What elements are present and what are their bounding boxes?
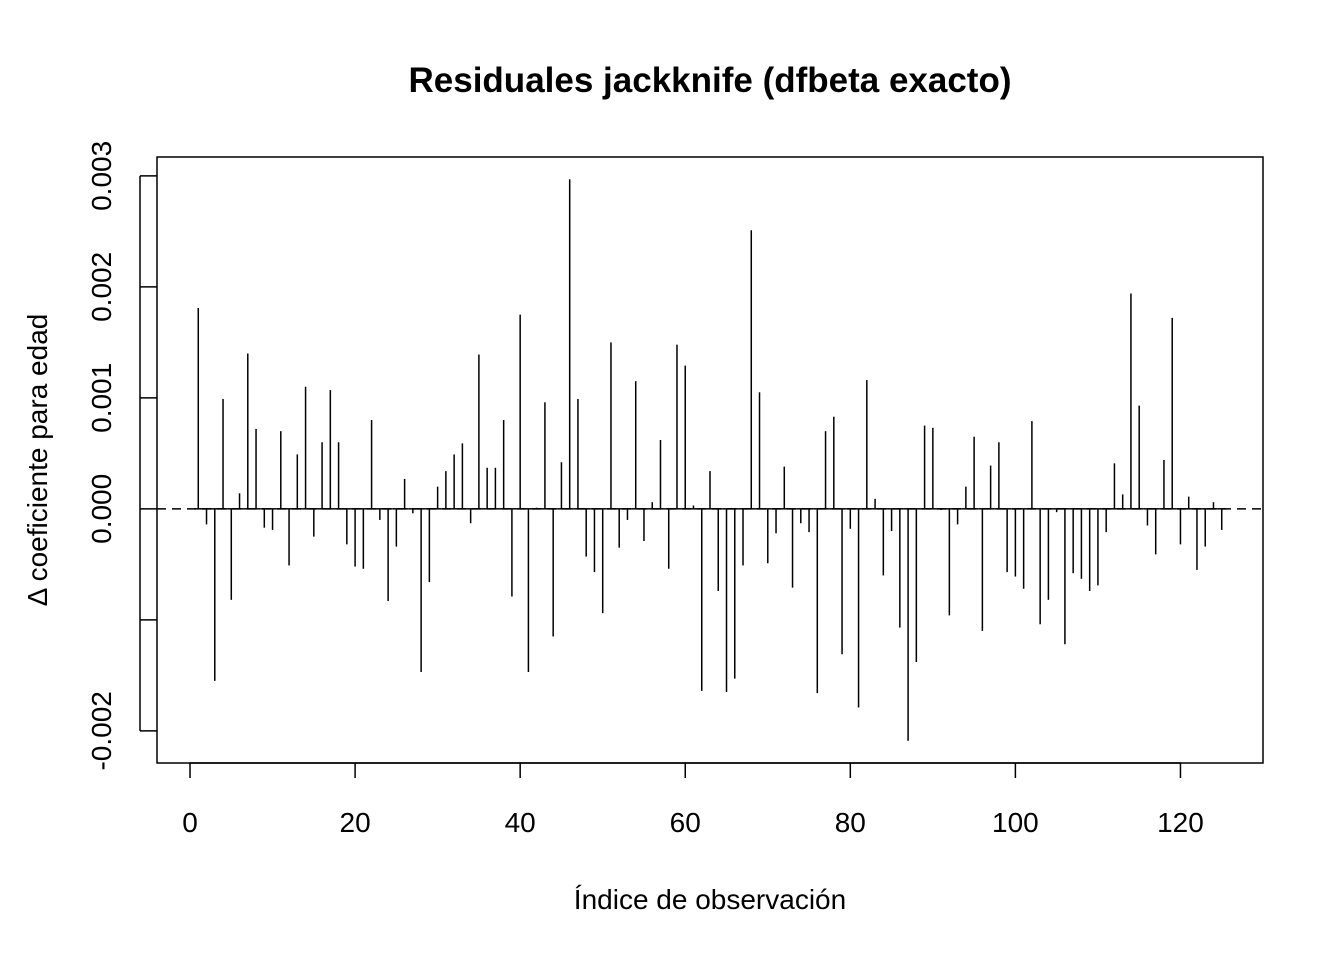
y-tick-label-5: 0.003: [86, 141, 117, 211]
x-tick-label-80: 80: [835, 807, 866, 838]
chart-title: Residuales jackknife (dfbeta exacto): [409, 61, 1012, 100]
x-tick-label-100: 100: [992, 807, 1039, 838]
y-tick-label-0: -0.002: [86, 691, 117, 770]
x-tick-label-20: 20: [340, 807, 371, 838]
x-tick-label-120: 120: [1157, 807, 1204, 838]
y-tick-label-3: 0.001: [86, 363, 117, 433]
y-tick-label-4: 0.002: [86, 252, 117, 322]
y-tick-label-2: 0.000: [86, 474, 117, 544]
x-tick-label-0: 0: [182, 807, 198, 838]
y-axis-label: Δ coeficiente para edad: [22, 314, 53, 607]
x-axis: 0 20 40 60 80 100 120: [182, 762, 1204, 838]
y-axis: -0.002 0.000 0.001 0.002 0.003: [86, 141, 157, 771]
x-tick-label-60: 60: [670, 807, 701, 838]
spike-series: [194, 179, 1226, 741]
x-tick-label-40: 40: [505, 807, 536, 838]
plot-frame: [156, 156, 1264, 764]
x-axis-label: Índice de observación: [574, 884, 846, 915]
